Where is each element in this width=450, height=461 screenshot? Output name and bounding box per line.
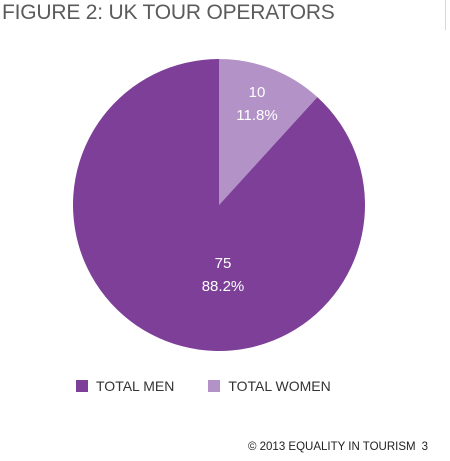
title-divider — [445, 0, 446, 30]
slice-percent-label-women: 11.8% — [236, 107, 277, 124]
legend-swatch-women — [208, 380, 221, 392]
pie-chart: 10 11.8% 75 88.2% — [72, 59, 366, 351]
legend-label-men: TOTAL MEN — [96, 378, 175, 394]
legend-label-women: TOTAL WOMEN — [228, 378, 331, 394]
slice-women — [219, 59, 318, 205]
slice-value-label-men: 75 — [215, 255, 232, 272]
page-number: 3 — [421, 441, 428, 453]
slice-value-label-women: 10 — [249, 84, 266, 101]
legend-swatch-men — [76, 380, 88, 392]
slice-percent-label-men: 88.2% — [202, 278, 245, 295]
slice-men — [72, 59, 366, 351]
page-footer: © 2013 EQUALITY IN TOURISM 3 — [248, 441, 428, 453]
legend-item-women: TOTAL WOMEN — [208, 378, 331, 394]
figure-title: FIGURE 2: UK TOUR OPERATORS — [2, 1, 335, 24]
legend-item-men: TOTAL MEN — [76, 378, 174, 394]
copyright-text: © 2013 EQUALITY IN TOURISM — [247, 441, 416, 453]
chart-legend: TOTAL MEN TOTAL WOMEN — [76, 378, 365, 394]
